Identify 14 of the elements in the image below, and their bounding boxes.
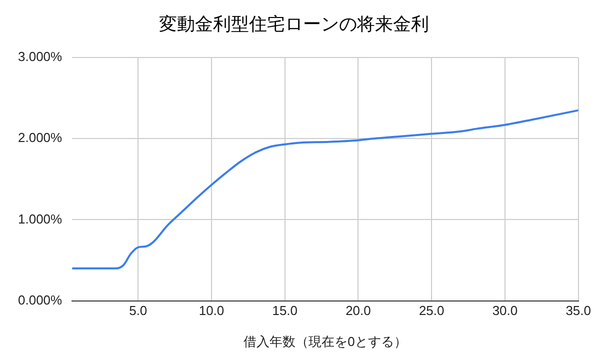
x-tick-label: 35.0	[566, 303, 592, 318]
chart-title: 変動金利型住宅ローンの将来金利	[159, 14, 429, 34]
y-tick-label: 1.000%	[18, 211, 63, 226]
x-tick-label: 10.0	[198, 303, 224, 318]
x-tick-label: 5.0	[129, 303, 148, 318]
y-tick-label: 3.000%	[18, 49, 63, 64]
x-tick-label: 30.0	[492, 303, 518, 318]
x-tick-label: 20.0	[346, 303, 371, 318]
line-series	[72, 109, 578, 270]
x-tick-label: 25.0	[418, 303, 444, 318]
y-tick-label: 2.000%	[18, 130, 63, 146]
x-tick-label: 15.0	[272, 303, 298, 318]
y-tick-label: 0.000%	[18, 292, 63, 308]
x-axis-title: 借入年数（現在を0とする）	[244, 334, 407, 349]
